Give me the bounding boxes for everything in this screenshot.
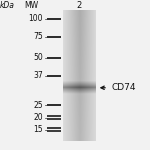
Text: 2: 2	[77, 1, 82, 10]
Text: 15: 15	[33, 125, 43, 134]
Text: 37: 37	[33, 71, 43, 80]
Text: kDa: kDa	[0, 1, 14, 10]
Text: 100: 100	[28, 14, 43, 23]
Text: 75: 75	[33, 32, 43, 41]
Text: MW: MW	[24, 1, 39, 10]
Text: 50: 50	[33, 53, 43, 62]
Text: 20: 20	[33, 113, 43, 122]
Text: 25: 25	[33, 100, 43, 109]
Text: CD74: CD74	[111, 83, 135, 92]
